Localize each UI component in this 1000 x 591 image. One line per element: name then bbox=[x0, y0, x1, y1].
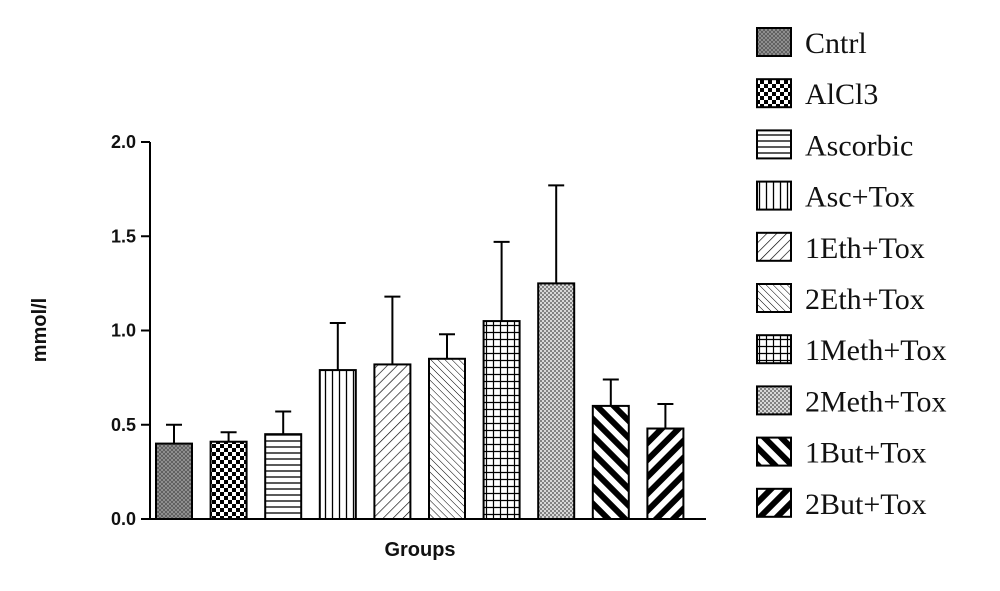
y-tick-label: 1.5 bbox=[111, 226, 136, 246]
bar bbox=[318, 369, 357, 520]
bar bbox=[155, 442, 193, 521]
legend-label: AlCl3 bbox=[805, 78, 878, 111]
bar bbox=[591, 404, 630, 520]
bar bbox=[482, 320, 521, 521]
legend-swatch bbox=[756, 487, 792, 518]
bar-group bbox=[209, 431, 248, 520]
bar-group bbox=[428, 333, 466, 520]
bars bbox=[155, 184, 685, 521]
bar bbox=[537, 282, 576, 520]
x-axis-title: Groups bbox=[384, 539, 455, 561]
legend-swatch bbox=[756, 334, 792, 365]
y-axis-title: mmol/l bbox=[29, 298, 51, 362]
legend-swatch bbox=[756, 129, 792, 160]
legend-item: Asc+Tox bbox=[756, 180, 915, 214]
legend-label: Asc+Tox bbox=[805, 181, 915, 214]
bar bbox=[209, 440, 248, 520]
legend-swatch bbox=[756, 180, 792, 211]
legend-swatch bbox=[756, 78, 792, 109]
legend-label: 2Meth+Tox bbox=[805, 385, 946, 418]
bar bbox=[646, 427, 685, 520]
legend-item: 2But+Tox bbox=[756, 487, 927, 521]
bar-group bbox=[646, 403, 685, 520]
legend-swatch bbox=[756, 283, 792, 313]
legend-item: AlCl3 bbox=[756, 78, 878, 111]
y-tick-label: 0.5 bbox=[111, 415, 136, 435]
legend-label: 2Eth+Tox bbox=[805, 283, 925, 316]
bar-group bbox=[373, 295, 412, 520]
legend-swatch bbox=[756, 436, 792, 467]
bar-group bbox=[318, 321, 357, 520]
legend-item: 1Meth+Tox bbox=[756, 334, 946, 367]
legend-label: Cntrl bbox=[805, 27, 867, 60]
legend-label: 1But+Tox bbox=[805, 437, 927, 470]
y-tick-label: 0.0 bbox=[111, 509, 136, 529]
legend-item: 1Eth+Tox bbox=[756, 231, 925, 265]
legend-label: Ascorbic bbox=[805, 129, 913, 162]
legend-label: 1Meth+Tox bbox=[805, 334, 946, 367]
bar-group bbox=[264, 410, 303, 520]
legend-item: Ascorbic bbox=[756, 129, 913, 162]
legend-item: Cntrl bbox=[756, 27, 867, 60]
bar-group bbox=[155, 423, 193, 521]
bar-group bbox=[591, 378, 630, 520]
legend-item: 2Meth+Tox bbox=[756, 385, 946, 418]
legend-item: 1But+Tox bbox=[756, 436, 927, 470]
legend-swatch bbox=[756, 27, 792, 57]
bar-group bbox=[537, 184, 576, 520]
legend-item: 2Eth+Tox bbox=[756, 283, 925, 316]
y-tick-label: 1.0 bbox=[111, 321, 136, 341]
legend-swatch bbox=[756, 231, 792, 262]
y-ticks: 0.0 0.5 1.0 1.5 2.0 bbox=[111, 132, 150, 529]
legend-label: 1Eth+Tox bbox=[805, 232, 925, 265]
legend-label: 2But+Tox bbox=[805, 488, 927, 521]
bar bbox=[373, 363, 412, 520]
bar bbox=[428, 357, 466, 520]
legend: Cntrl AlCl3 Ascorbic Asc+Tox 1Eth+Tox 2Eth+To… bbox=[756, 27, 946, 521]
legend-swatch bbox=[756, 385, 792, 416]
y-tick-label: 2.0 bbox=[111, 132, 136, 152]
bar-group bbox=[482, 240, 521, 521]
bar bbox=[264, 433, 303, 520]
